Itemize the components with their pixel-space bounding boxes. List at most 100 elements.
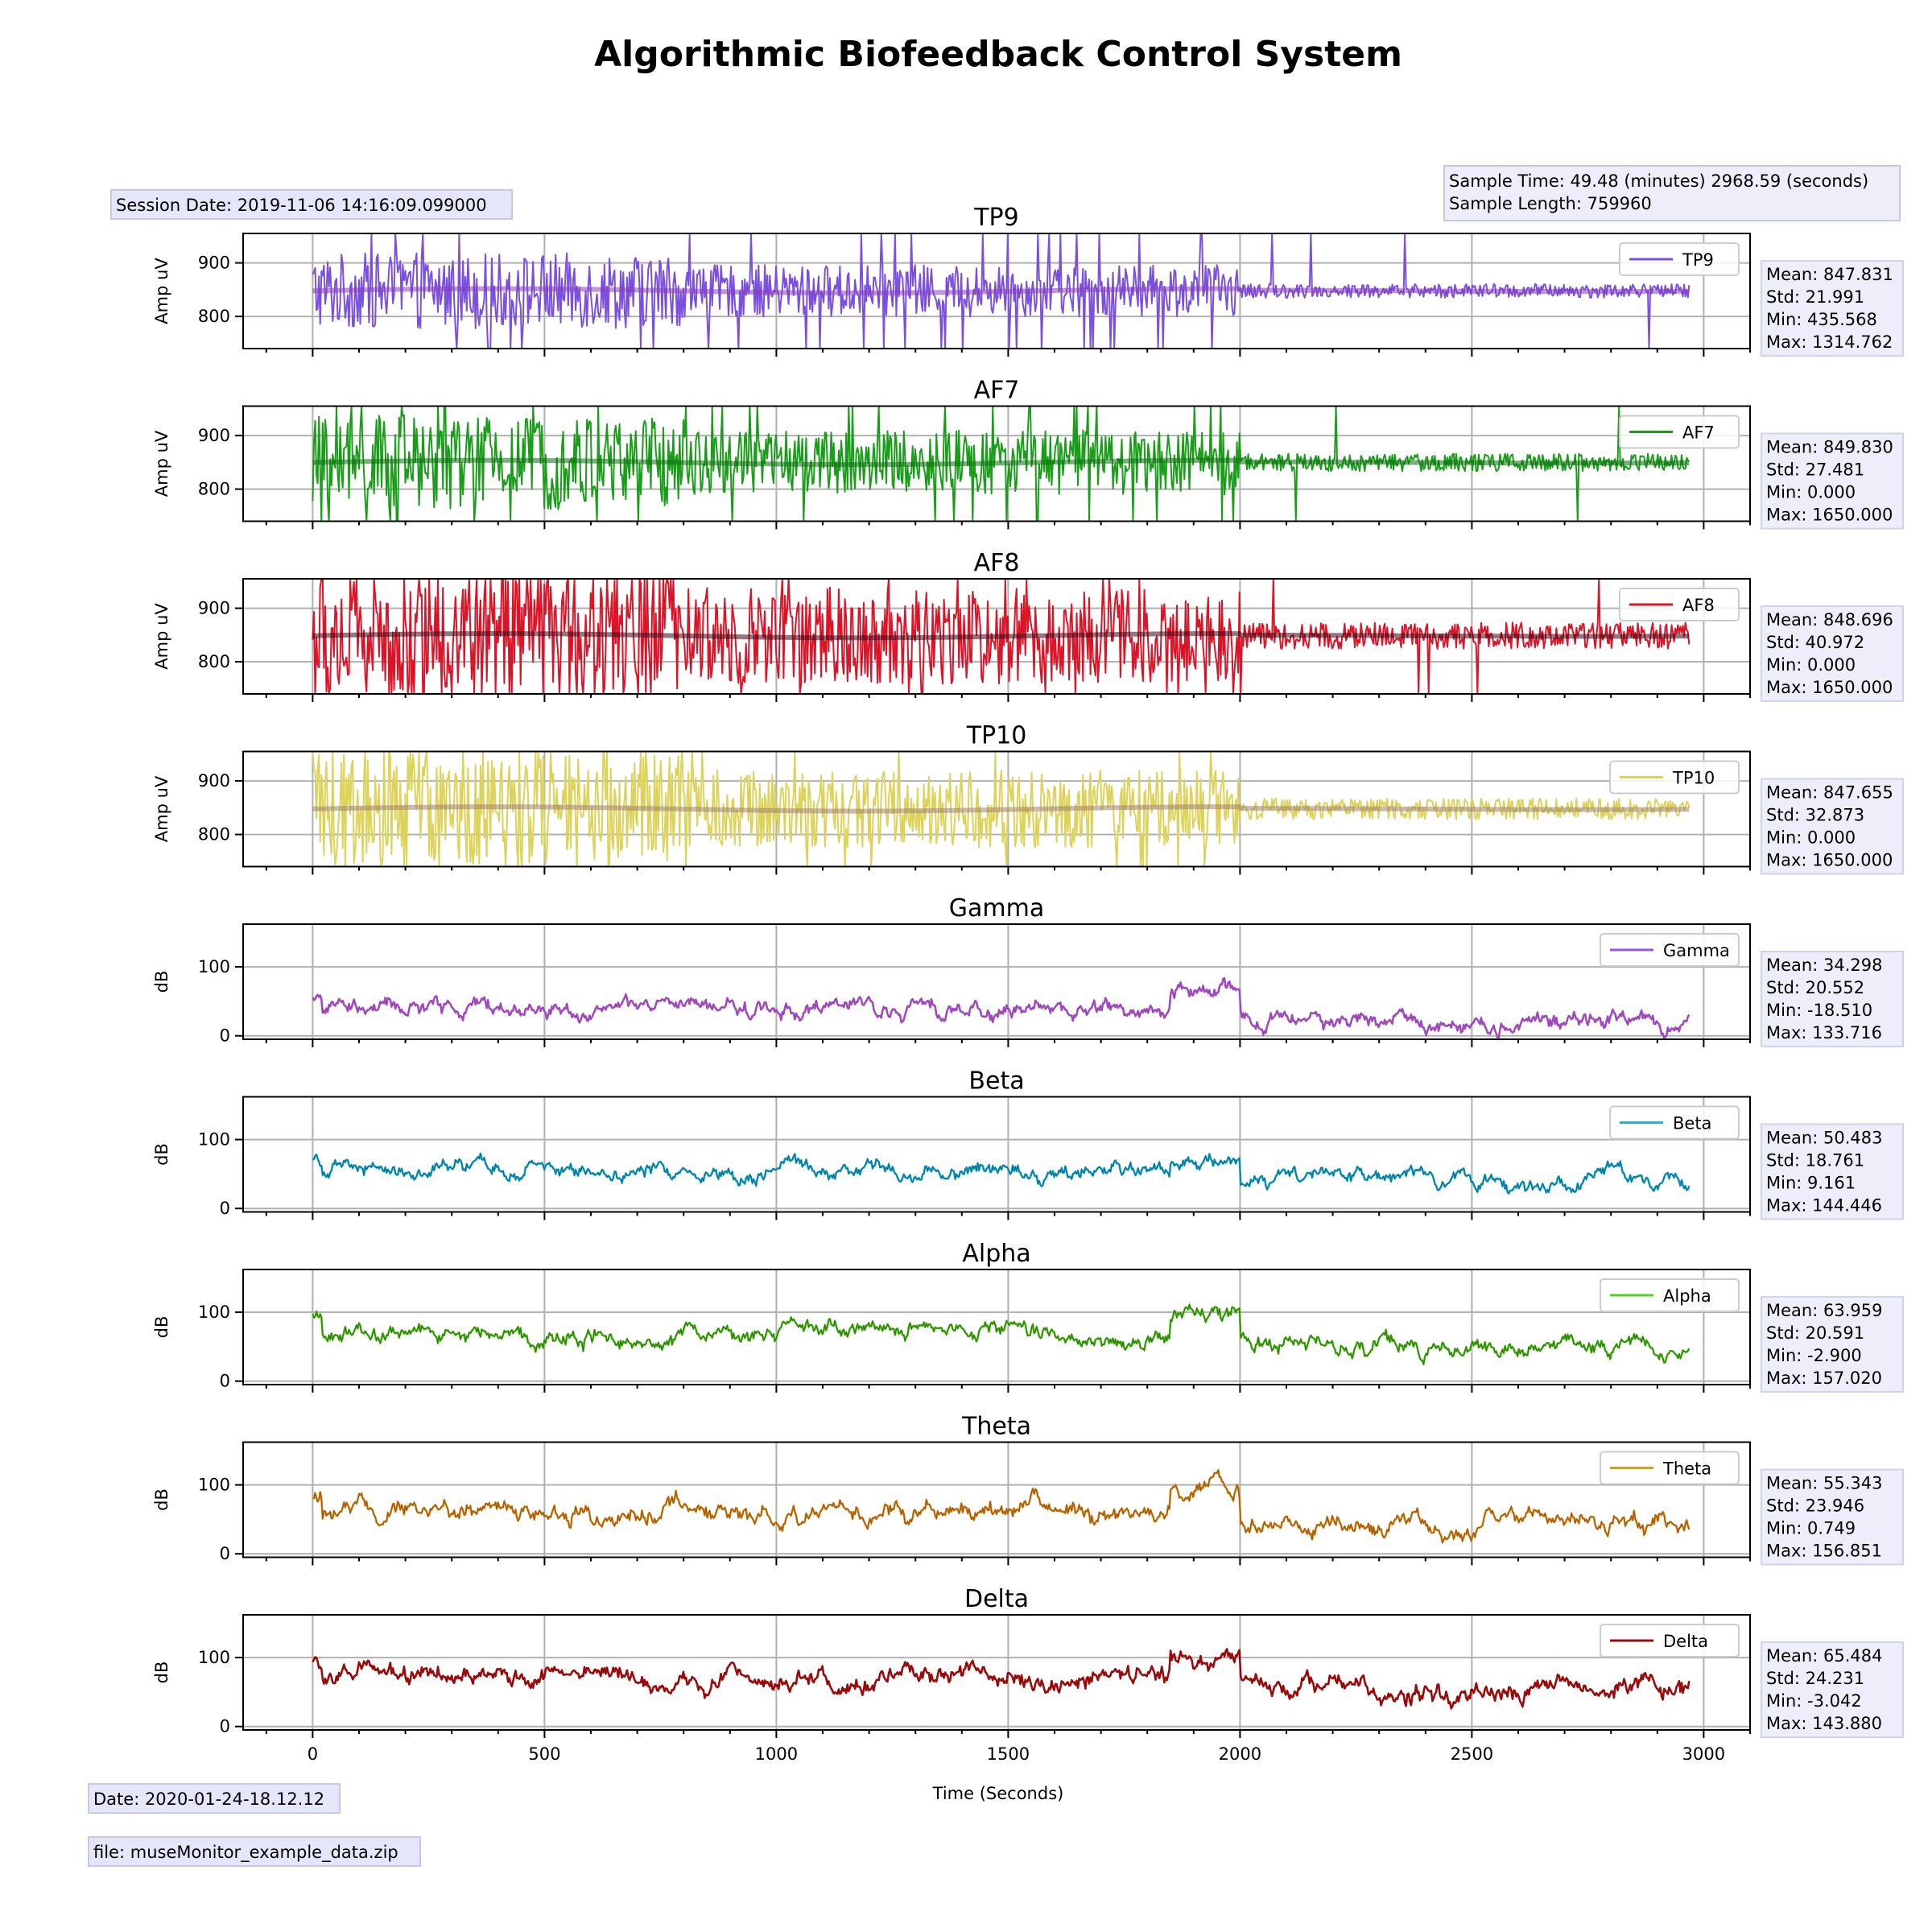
y-axis-label-alpha: dB — [152, 1316, 171, 1339]
panel-title-delta: Delta — [964, 1585, 1029, 1613]
stats-line: Mean: 50.483 — [1766, 1129, 1882, 1148]
y-tick-label: 100 — [198, 1302, 230, 1322]
panel-frame — [242, 923, 1751, 1040]
x-tick-label: 500 — [528, 1744, 560, 1764]
series-mean-line-delta — [312, 1647, 1690, 1711]
series-mean-line-tp10 — [312, 804, 1690, 814]
stats-line: Min: 0.000 — [1766, 655, 1856, 675]
panel-theta: Theta 0 100 dB Theta Mean: 55.343 Std: 23.946 M… — [152, 1413, 1904, 1566]
stats-line: Max: 1650.000 — [1766, 851, 1893, 870]
y-tick-label: 100 — [198, 957, 230, 976]
legend-label-delta: Delta — [1663, 1632, 1708, 1651]
y-tick-label: 100 — [198, 1648, 230, 1667]
panel-frame — [242, 578, 1751, 695]
sample-length-text: Sample Length: 759960 — [1449, 194, 1652, 213]
y-tick-label: 0 — [220, 1544, 230, 1563]
footer-date-box: Date: 2020-01-24-18.12.12 — [88, 1783, 341, 1814]
y-tick-label: 800 — [198, 652, 230, 671]
stats-box-theta — [1761, 1468, 1904, 1566]
stats-line: Min: -2.900 — [1766, 1346, 1862, 1365]
y-axis-label-theta: dB — [152, 1488, 171, 1511]
y-tick-label: 900 — [198, 254, 230, 273]
x-axis-label: Time (Seconds) — [932, 1784, 1064, 1803]
footer-file-box: file: museMonitor_example_data.zip — [88, 1836, 421, 1867]
panel-alpha: Alpha 0 100 dB Alpha Mean: 63.959 Std: 20.591 M… — [152, 1240, 1904, 1393]
legend-label-beta: Beta — [1673, 1114, 1711, 1133]
y-tick-label: 800 — [198, 480, 230, 499]
x-tick-label: 3000 — [1682, 1744, 1725, 1764]
series-mean-line-tp9 — [312, 286, 1690, 295]
y-tick-label: 800 — [198, 307, 230, 326]
series-line-gamma — [312, 977, 1690, 1039]
stats-box-af8 — [1761, 605, 1904, 702]
legend-box-gamma — [1600, 933, 1740, 967]
stats-line: Mean: 55.343 — [1766, 1474, 1882, 1493]
stats-line: Min: 435.568 — [1766, 310, 1877, 329]
stats-line: Max: 156.851 — [1766, 1542, 1882, 1561]
stats-box-tp9 — [1761, 260, 1904, 357]
stats-line: Mean: 65.484 — [1766, 1646, 1882, 1666]
y-axis-label-af8: Amp uV — [152, 603, 171, 670]
sample-info-box: Sample Time: 49.48 (minutes) 2968.59 (se… — [1443, 165, 1901, 221]
stats-line: Max: 144.446 — [1766, 1196, 1882, 1216]
legend-box-alpha — [1600, 1278, 1740, 1312]
panel-tp9: TP9 800 900 Amp uV TP9 Mean: 847.831 Std: 21.9… — [152, 204, 1904, 357]
panel-delta: Delta 0 100 dB Delta Mean: 65.484 Std: 24.231 M… — [152, 1585, 1904, 1764]
y-tick-label: 100 — [198, 1130, 230, 1150]
x-tick-label: 1500 — [987, 1744, 1030, 1764]
panel-frame — [242, 1269, 1751, 1385]
series-line-alpha — [312, 1303, 1690, 1365]
panel-gamma: Gamma 0 100 dB Gamma Mean: 34.298 Std: 20.552 M… — [152, 894, 1904, 1047]
panel-title-gamma: Gamma — [949, 894, 1044, 923]
stats-line: Std: 23.946 — [1766, 1496, 1864, 1516]
stats-line: Std: 32.873 — [1766, 806, 1864, 825]
stats-line: Max: 1650.000 — [1766, 678, 1893, 697]
stats-line: Min: 0.749 — [1766, 1519, 1856, 1538]
stats-line: Std: 40.972 — [1766, 633, 1864, 652]
panel-title-theta: Theta — [961, 1413, 1031, 1441]
stats-line: Max: 133.716 — [1766, 1023, 1882, 1042]
y-tick-label: 100 — [198, 1476, 230, 1495]
y-tick-label: 900 — [198, 426, 230, 445]
legend-label-gamma: Gamma — [1663, 941, 1730, 960]
y-axis-label-beta: dB — [152, 1143, 171, 1166]
stats-line: Min: 0.000 — [1766, 828, 1856, 848]
stats-line: Mean: 847.831 — [1766, 265, 1893, 284]
stats-line: Min: -3.042 — [1766, 1691, 1862, 1711]
panel-title-tp9: TP9 — [973, 204, 1019, 232]
stats-line: Min: 9.161 — [1766, 1174, 1856, 1193]
panel-tp10: TP10 800 900 Amp uV TP10 Mean: 847.655 Std: 32… — [152, 722, 1904, 875]
panel-title-af7: AF7 — [974, 377, 1020, 405]
stats-line: Min: 0.000 — [1766, 483, 1856, 502]
stats-line: Mean: 849.830 — [1766, 438, 1893, 457]
series-mean-line-theta — [312, 1468, 1690, 1545]
y-tick-label: 900 — [198, 771, 230, 791]
legend-label-tp9: TP9 — [1682, 250, 1714, 270]
legend-label-tp10: TP10 — [1672, 769, 1715, 788]
stats-line: Mean: 848.696 — [1766, 610, 1893, 630]
stats-line: Mean: 63.959 — [1766, 1301, 1882, 1320]
panel-frame — [242, 1096, 1751, 1213]
sample-time-text: Sample Time: 49.48 (minutes) 2968.59 (se… — [1449, 171, 1868, 191]
panel-beta: Beta 0 100 dB Beta Mean: 50.483 Std: 18.761 Min… — [152, 1067, 1904, 1220]
panel-frame — [242, 1614, 1751, 1731]
stats-line: Std: 18.761 — [1766, 1151, 1864, 1170]
series-line-tp10 — [312, 750, 1690, 868]
x-tick-label: 2000 — [1219, 1744, 1261, 1764]
panels-group: TP9 800 900 Amp uV TP9 Mean: 847.831 Std: 21.9… — [152, 204, 1904, 1764]
panel-title-tp10: TP10 — [966, 722, 1027, 750]
panel-frame — [242, 405, 1751, 522]
series-mean-line-alpha — [312, 1302, 1690, 1367]
stats-box-tp10 — [1761, 778, 1904, 875]
y-axis-label-tp9: Amp uV — [152, 258, 171, 324]
x-tick-label: 0 — [308, 1744, 318, 1764]
legend-label-theta: Theta — [1662, 1459, 1711, 1479]
stats-line: Mean: 34.298 — [1766, 956, 1882, 975]
stats-line: Max: 1314.762 — [1766, 332, 1893, 352]
stats-line: Std: 21.991 — [1766, 287, 1864, 307]
stats-box-delta — [1761, 1641, 1904, 1738]
stats-box-af7 — [1761, 432, 1904, 530]
panel-title-af8: AF8 — [974, 549, 1020, 577]
y-tick-label: 800 — [198, 825, 230, 844]
